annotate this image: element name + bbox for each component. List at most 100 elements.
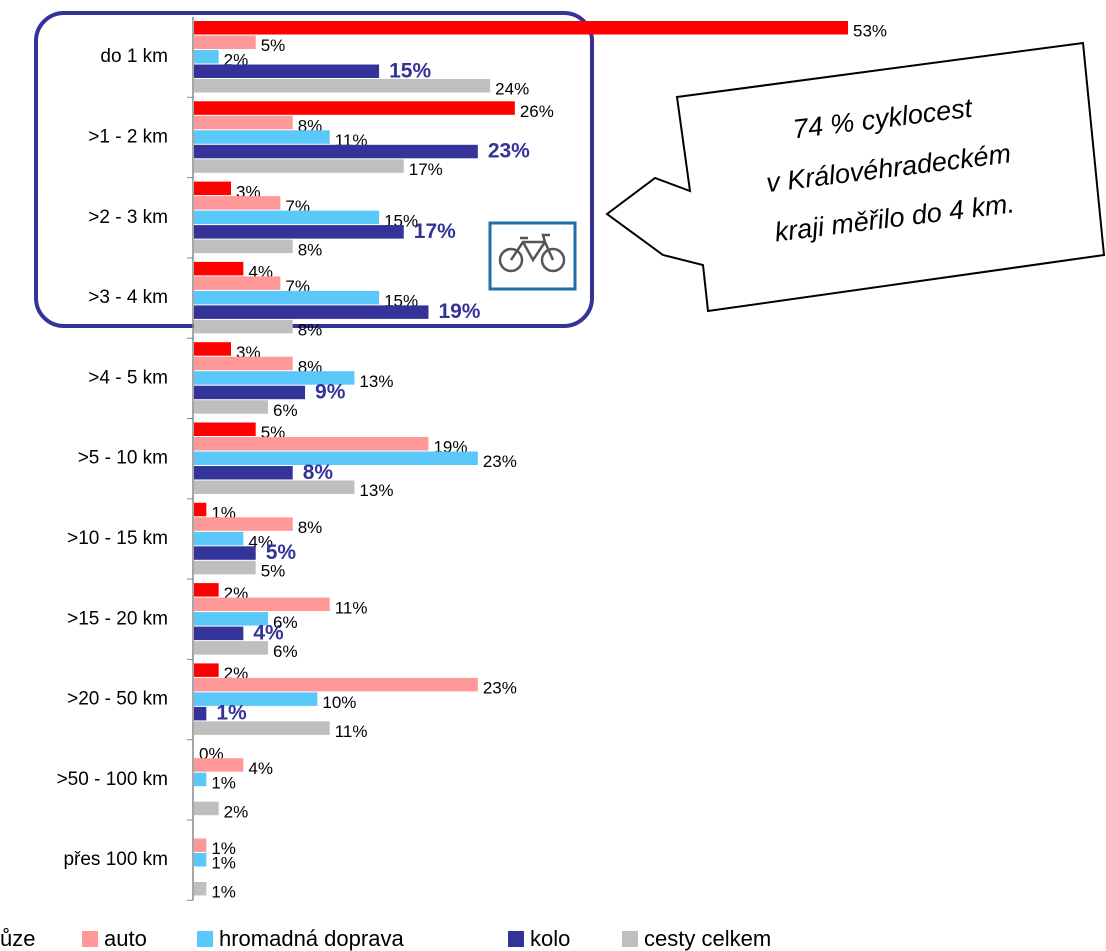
bar: [194, 721, 330, 735]
bar: [194, 196, 281, 210]
value-label: 11%: [335, 722, 368, 741]
bar: [194, 451, 478, 465]
value-label: 17%: [409, 160, 443, 179]
bar: [194, 546, 256, 560]
bar: [194, 502, 207, 517]
legend-swatch: [82, 931, 98, 947]
legend-swatch: [508, 931, 524, 947]
value-label: 5%: [266, 541, 297, 564]
bar: [194, 356, 293, 371]
legend-label: kolo: [530, 926, 570, 951]
bar: [194, 626, 244, 641]
category-label: do 1 km: [100, 46, 168, 67]
category-label: >5 - 10 km: [78, 448, 168, 469]
bar: [194, 225, 404, 239]
bar: [194, 480, 355, 494]
bar: [194, 663, 219, 677]
value-label: 1%: [211, 839, 236, 858]
bar: [194, 276, 281, 290]
value-label: 8%: [298, 240, 323, 259]
bar: [194, 583, 219, 597]
value-label: 1%: [216, 702, 247, 725]
value-label: 13%: [359, 481, 393, 500]
bar: [194, 21, 849, 35]
bar: [194, 79, 491, 93]
bar: [194, 772, 207, 787]
bar: [194, 801, 219, 816]
value-label: 1%: [211, 854, 236, 873]
category-label: >4 - 5 km: [88, 367, 168, 388]
bar: [194, 422, 256, 436]
category-label: >20 - 50 km: [67, 689, 168, 710]
value-label: 6%: [273, 613, 298, 632]
legend-label: hromadná doprava: [219, 926, 404, 951]
legend-label: auto: [104, 926, 147, 951]
bar: [194, 517, 293, 531]
value-label: 23%: [483, 452, 517, 471]
bar: [194, 64, 380, 78]
bar: [194, 612, 269, 626]
value-label: 13%: [359, 372, 393, 391]
bar: [194, 677, 478, 692]
bar: [194, 115, 293, 130]
bar: [194, 853, 207, 867]
bar: [194, 437, 429, 451]
legend-label: cesty celkem: [644, 926, 771, 951]
bar: [194, 758, 244, 772]
highlight-frame: [34, 11, 594, 328]
bar: [194, 239, 293, 254]
bar: [194, 385, 306, 400]
value-label: 23%: [483, 679, 517, 698]
bike-icon: [488, 221, 577, 291]
bar: [194, 466, 293, 480]
category-label: >1 - 2 km: [88, 126, 168, 147]
value-label: 1%: [211, 773, 236, 792]
bar: [194, 641, 269, 655]
callout: [605, 41, 1106, 313]
value-label: 53%: [853, 22, 887, 41]
value-label: 19%: [438, 300, 480, 323]
value-label: 4%: [248, 759, 273, 778]
value-label: 11%: [335, 598, 368, 617]
value-label: 1%: [211, 883, 236, 902]
bar: [194, 181, 232, 196]
category-label: >15 - 20 km: [67, 608, 168, 629]
bar: [194, 597, 330, 612]
bar: [194, 342, 232, 356]
bar: [194, 400, 269, 414]
value-label: 8%: [303, 461, 334, 484]
bar: [194, 290, 380, 305]
value-label: 6%: [273, 401, 298, 420]
legend-label: ůze: [0, 926, 35, 951]
bar: [194, 35, 256, 49]
bar: [194, 130, 330, 144]
value-label: 8%: [298, 518, 323, 537]
bar: [194, 838, 207, 852]
bar: [194, 882, 207, 896]
category-label: >10 - 15 km: [67, 528, 168, 549]
bar: [194, 371, 355, 385]
bar: [194, 319, 293, 334]
bar: [194, 692, 318, 706]
legend-swatch: [197, 931, 213, 947]
value-label: 2%: [224, 802, 249, 821]
bar: [194, 101, 515, 115]
value-label: 23%: [488, 140, 530, 163]
value-label: 9%: [315, 380, 346, 403]
bar: [194, 50, 219, 64]
bar: [194, 210, 380, 225]
value-label: 10%: [322, 693, 356, 712]
value-label: 5%: [261, 36, 286, 55]
category-label: >50 - 100 km: [57, 769, 168, 790]
value-label: 4%: [253, 621, 284, 644]
value-label: 24%: [495, 80, 529, 99]
value-label: 26%: [520, 102, 554, 121]
value-label: 6%: [273, 642, 298, 661]
category-label: >2 - 3 km: [88, 207, 168, 228]
value-label: 5%: [261, 562, 286, 581]
value-label: 8%: [298, 321, 323, 340]
bar: [194, 706, 207, 721]
bar: [194, 159, 404, 173]
category-label: přes 100 km: [63, 849, 168, 870]
value-label: 17%: [414, 220, 456, 243]
